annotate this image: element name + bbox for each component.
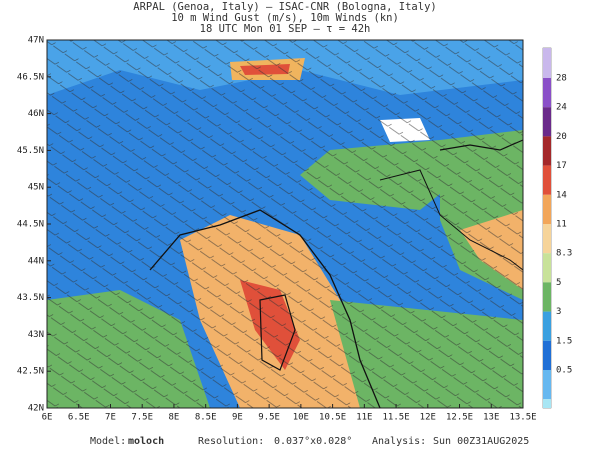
colorbar-band [543,48,551,78]
colorbar-band [543,78,551,108]
colorbar-band [543,165,551,195]
colorbar-label: 3 [556,307,561,317]
lon-label: 11E [356,413,372,423]
colorbar-band [543,194,551,224]
lat-label: 42.5N [17,367,44,377]
lat-label: 46.5N [17,72,44,82]
footer-label: Resolution: [198,436,264,447]
colorbar-label: 14 [556,190,567,200]
colorbar-label: 0.5 [556,366,572,376]
title-line: ARPAL (Genoa, Italy) – ISAC-CNR (Bologna… [133,1,436,13]
lat-label: 43.5N [17,293,44,303]
colorbar-band [543,136,551,166]
lon-label: 13E [483,413,499,423]
footer-value: 0.037°x0.028° [274,436,352,447]
footer-value: moloch [128,436,164,447]
coastline [149,209,381,408]
lon-label: 8.5E [195,413,217,423]
lon-label: 10E [293,413,309,423]
lon-label: 12.5E [446,413,473,423]
lon-label: 9E [232,413,243,423]
lon-label: 8E [169,413,180,423]
colorbar-band [543,107,551,137]
lat-label: 45N [28,183,44,193]
colorbar-band [543,282,551,312]
colorbar-label: 5 [556,278,561,288]
lon-label: 10.5E [319,413,346,423]
lat-label: 46N [28,109,44,119]
title-line: 10 m Wind Gust (m/s), 10m Winds (kn) [171,12,399,24]
wind-barbs [47,40,523,408]
lon-label: 7.5E [131,413,153,423]
footer-label: Model: [90,436,126,447]
lon-label: 9.5E [258,413,280,423]
coastline [439,139,523,151]
coastline [259,294,296,371]
footer-label: Analysis: [372,436,426,447]
lon-label: 13.5E [509,413,536,423]
lat-label: 45.5N [17,146,44,156]
colorbar-label: 17 [556,161,567,171]
colorbar-label: 1.5 [556,336,572,346]
lat-label: 43N [28,330,44,340]
lon-label: 11.5E [383,413,410,423]
coastline [379,169,523,271]
lat-label: 44N [28,256,44,266]
map-field [47,40,523,408]
colorbar-band [543,253,551,283]
colorbar-label: 24 [556,103,567,113]
lat-label: 47N [28,36,44,46]
colorbar-label: 11 [556,220,567,230]
lat-label: 44.5N [17,220,44,230]
colorbar-band [543,224,551,254]
footer-value: Sun 00Z31AUG2025 [433,436,529,447]
lon-label: 7E [105,413,116,423]
lat-label: 42N [28,404,44,414]
colorbar-band [543,399,551,408]
colorbar-band [543,370,551,400]
colorbar-label: 28 [556,74,567,84]
colorbar-label: 20 [556,132,567,142]
title-line: 18 UTC Mon 01 SEP – τ = 42h [200,23,371,35]
colorbar-band [543,311,551,341]
colorbar-label: 8.3 [556,249,572,259]
lon-label: 6.5E [68,413,90,423]
colorbar-band [543,340,551,370]
lon-label: 6E [42,413,53,423]
lon-label: 12E [420,413,436,423]
